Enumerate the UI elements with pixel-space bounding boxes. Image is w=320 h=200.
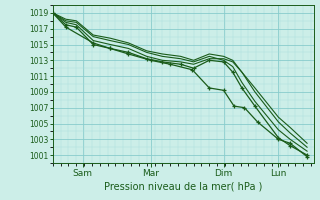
X-axis label: Pression niveau de la mer( hPa ): Pression niveau de la mer( hPa ) <box>104 182 262 192</box>
